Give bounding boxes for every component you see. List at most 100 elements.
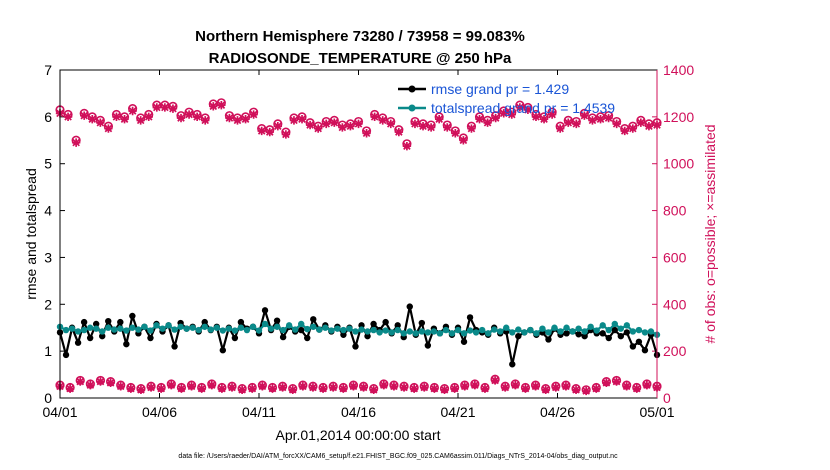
totalspread-point [587, 323, 594, 330]
obs-assimilated-point [86, 380, 95, 390]
totalspread-point [129, 324, 136, 331]
obs-assimilated-point [443, 123, 452, 132]
totalspread-point [92, 325, 100, 332]
totalspread-point [310, 323, 317, 330]
obs-assimilated-point [501, 383, 510, 392]
obs-assimilated-point [167, 380, 176, 390]
obs-assimilated-point [523, 105, 533, 115]
totalspread-point [641, 329, 649, 336]
obs-assimilated-point [480, 384, 490, 393]
obs-assimilated-point [564, 118, 573, 127]
totalspread-point [563, 324, 570, 331]
totalspread-point [231, 327, 239, 334]
y-left-tick-label: 2 [44, 296, 52, 312]
totalspread-point [611, 320, 618, 328]
obs-assimilated-point [541, 385, 550, 394]
rmse-point [394, 322, 401, 329]
obs-assimilated-point [644, 122, 654, 131]
totalspread-point [454, 326, 462, 334]
rmse-point [340, 331, 347, 338]
chart-subtitle: RADIOSONDE_TEMPERATURE @ 250 hPa [209, 50, 512, 67]
totalspread-point [135, 326, 142, 333]
obs-assimilated-point [116, 382, 125, 391]
obs-assimilated-point [268, 384, 277, 393]
rmse-point [304, 334, 311, 342]
obs-assimilated-point [120, 115, 129, 124]
totalspread-point [635, 326, 643, 334]
obs-assimilated-point [483, 118, 492, 127]
series-assimilated [55, 100, 662, 151]
totalspread-point [201, 323, 208, 330]
rmse-point [635, 338, 643, 345]
obs-assimilated-point [531, 112, 541, 122]
obs-assimilated-point [297, 115, 307, 124]
obs-assimilated-point [88, 115, 97, 124]
rmse-point [617, 332, 625, 340]
totalspread-point [647, 328, 655, 335]
obs-assimilated-point [313, 124, 323, 133]
rmse-point [117, 318, 124, 326]
obs-assimilated-point [430, 384, 439, 393]
obs-assimilated-point [217, 100, 226, 110]
obs-assimilated-point [581, 386, 591, 396]
obs-assimilated-point [450, 384, 459, 393]
rmse-point [382, 318, 389, 326]
legend-label-totalspread: totalspread grand pr = 1.4539 [431, 100, 615, 116]
obs-assimilated-point [265, 127, 274, 137]
rmse-point [460, 338, 468, 345]
obs-assimilated-point [258, 382, 267, 391]
obs-assimilated-point [571, 385, 581, 394]
totalspread-point [99, 328, 106, 335]
x-tick-label: 04/01 [42, 404, 77, 420]
y-right-tick-label: 400 [663, 296, 687, 312]
rmse-point [123, 340, 130, 348]
rmse-point [611, 326, 618, 334]
rmse-point [237, 318, 245, 326]
totalspread-point [171, 326, 178, 333]
obs-assimilated-point [96, 377, 105, 386]
obs-assimilated-point [126, 384, 136, 393]
totalspread-point [412, 330, 419, 337]
rmse-point [418, 319, 426, 327]
totalspread-point [111, 326, 118, 333]
obs-assimilated-point [612, 119, 621, 129]
totalspread-point [334, 325, 341, 332]
totalspread-point [490, 326, 498, 333]
obs-assimilated-point [602, 378, 611, 387]
obs-assimilated-point [71, 138, 81, 147]
obs-assimilated-point [475, 115, 484, 124]
obs-assimilated-point [233, 116, 242, 125]
rmse-point [352, 343, 359, 350]
totalspread-point [515, 326, 522, 333]
totalspread-point [539, 325, 546, 332]
totalspread-point [195, 326, 202, 334]
obs-assimilated-point [499, 109, 508, 118]
totalspread-point [261, 320, 269, 328]
y-axis-label-left: rmse and totalspread [23, 168, 39, 300]
rmse-point [86, 334, 94, 342]
y-left-tick-label: 3 [44, 249, 52, 265]
obs-assimilated-point [420, 383, 429, 392]
obs-assimilated-point [281, 130, 291, 139]
obs-assimilated-point [104, 124, 113, 133]
totalspread-point [219, 327, 227, 334]
obs-assimilated-point [451, 129, 460, 138]
totalspread-point [575, 325, 582, 332]
totalspread-point [533, 330, 540, 337]
obs-assimilated-point [547, 110, 557, 119]
totalspread-point [418, 328, 426, 335]
totalspread-point [358, 326, 365, 333]
totalspread-point [557, 328, 564, 335]
obs-assimilated-point [329, 383, 338, 392]
totalspread-point [478, 326, 486, 334]
obs-assimilated-point [531, 382, 540, 391]
obs-assimilated-point [136, 116, 145, 125]
totalspread-point [117, 325, 124, 332]
obs-assimilated-point [197, 384, 206, 393]
rmse-point [545, 336, 552, 343]
obs-assimilated-point [521, 384, 530, 393]
totalspread-point [400, 330, 407, 337]
obs-assimilated-point [209, 102, 218, 111]
obs-assimilated-point [257, 126, 266, 136]
totalspread-point [304, 325, 311, 333]
